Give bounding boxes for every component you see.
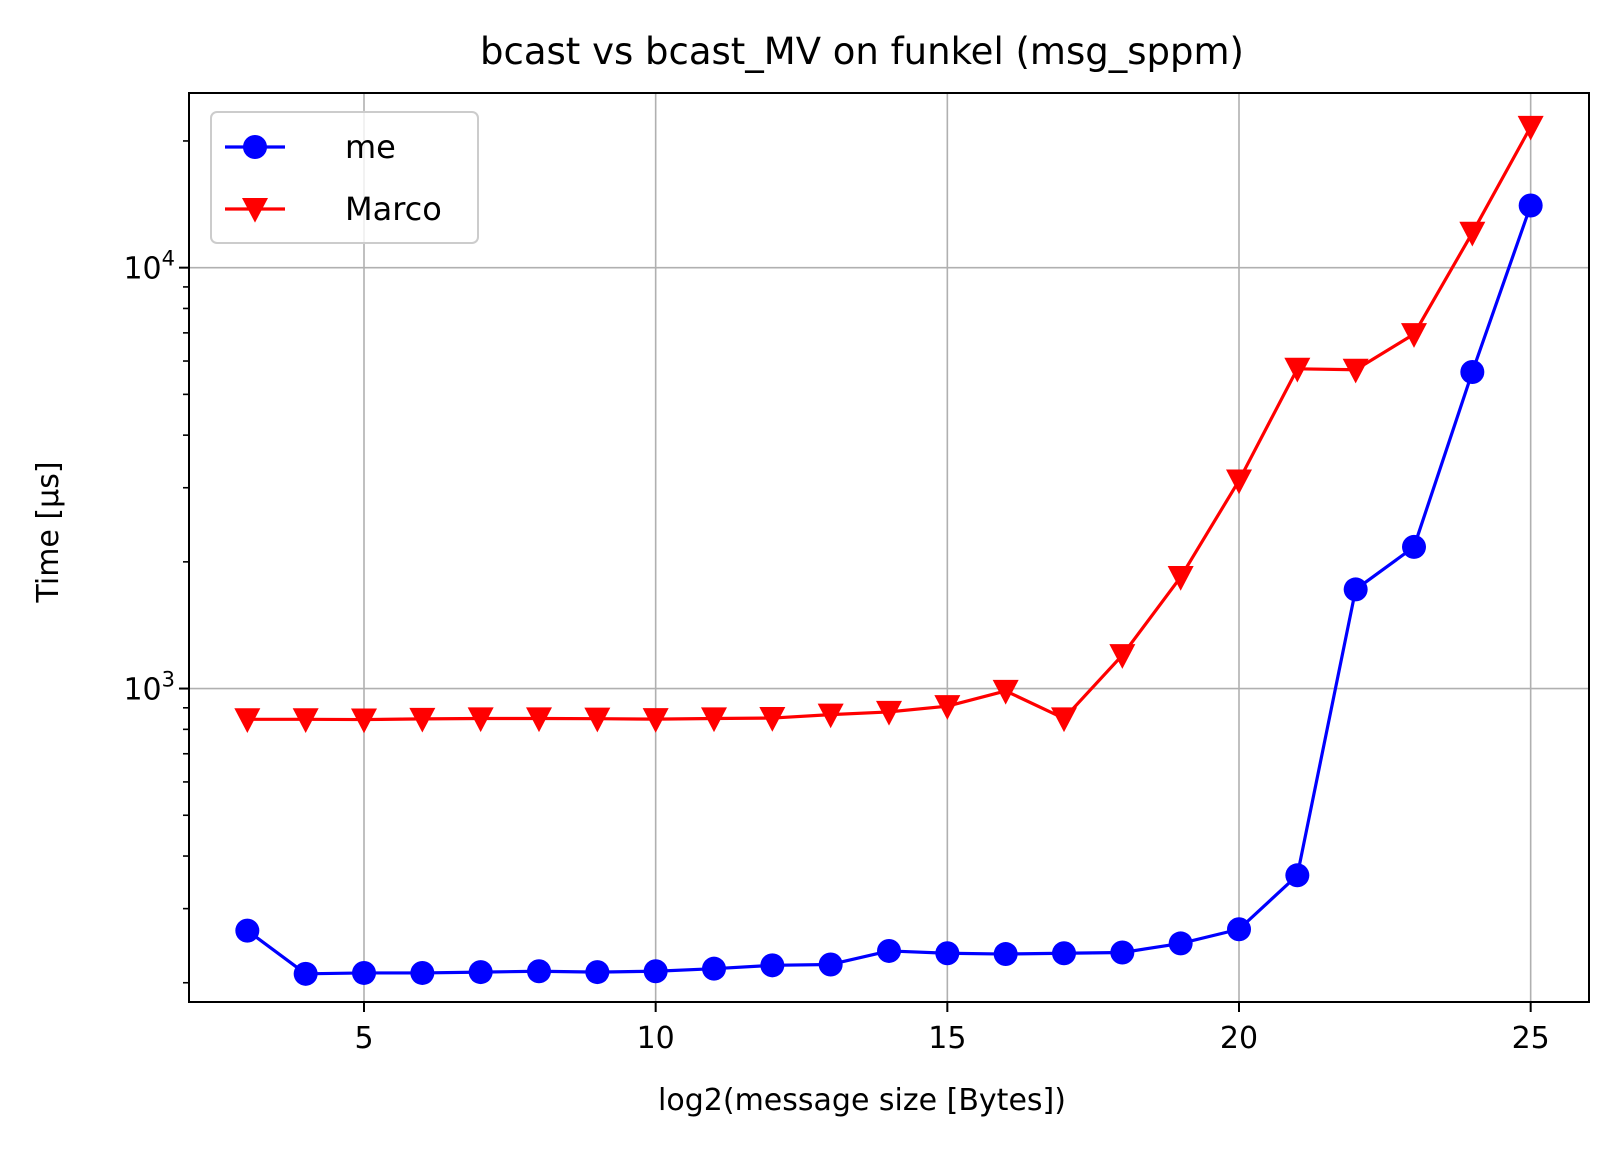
x-tick-label: 15 (928, 1021, 966, 1056)
x-tick-label: 5 (354, 1021, 373, 1056)
x-axis-label: log2(message size [Bytes]) (658, 1083, 1066, 1118)
series-marco (234, 115, 1544, 734)
y-tick-exponent: 3 (162, 668, 175, 692)
chart-title: bcast vs bcast_MV on funkel (msg_sppm) (480, 30, 1244, 73)
data-point (585, 960, 610, 985)
data-point (1284, 357, 1311, 383)
data-point (817, 703, 844, 729)
data-point (1342, 358, 1369, 384)
data-point (235, 918, 260, 943)
legend-entry: Marco (225, 190, 442, 228)
series-me (235, 193, 1543, 986)
data-point (352, 960, 376, 985)
legend-label: me (345, 128, 396, 166)
data-point (351, 708, 377, 734)
data-point (1167, 566, 1194, 591)
plot-frame (188, 92, 1590, 1003)
y-tick-exponent: 4 (162, 247, 175, 271)
data-point (527, 959, 551, 984)
plot-series (234, 115, 1544, 986)
data-point (1517, 115, 1544, 141)
data-point (1518, 193, 1543, 218)
data-point (410, 960, 435, 985)
grid (189, 93, 1589, 1002)
data-point (760, 953, 785, 978)
data-point (409, 707, 436, 733)
legend-label: Marco (345, 190, 442, 228)
data-point (877, 938, 901, 963)
legend-marker (242, 197, 268, 223)
data-point (1051, 707, 1077, 733)
data-point (292, 708, 319, 733)
data-point (1459, 221, 1486, 247)
data-point (935, 941, 960, 966)
x-tick-label: 10 (637, 1021, 675, 1056)
legend: me Marco (210, 111, 479, 244)
data-point (1227, 917, 1251, 942)
data-point (468, 960, 493, 985)
data-point (992, 679, 1019, 705)
data-point (701, 707, 727, 733)
data-point (702, 956, 726, 981)
data-point (234, 708, 261, 733)
y-tick-label: 103 (123, 668, 175, 708)
data-point (1401, 323, 1427, 348)
data-point (584, 707, 611, 733)
legend-marker (243, 135, 267, 159)
data-point (1460, 360, 1485, 385)
data-point (1402, 534, 1426, 559)
data-point (643, 959, 668, 984)
data-point (934, 695, 961, 720)
legend-entry: me (225, 128, 396, 166)
data-point (759, 706, 786, 732)
data-point (818, 952, 843, 977)
data-point (1052, 941, 1076, 966)
data-point (526, 707, 552, 733)
data-point (993, 942, 1018, 967)
y-tick-base: 10 (123, 252, 161, 287)
data-point (1110, 940, 1135, 965)
data-point (467, 707, 494, 733)
data-point (293, 961, 318, 986)
data-point (1285, 863, 1310, 888)
data-point (1168, 931, 1193, 956)
y-tick-base: 10 (123, 673, 161, 708)
x-tick-label: 25 (1512, 1021, 1550, 1056)
data-point (1226, 469, 1252, 495)
data-point (642, 708, 669, 733)
data-point (1109, 644, 1136, 669)
data-point (876, 700, 902, 726)
y-tick-label: 104 (123, 247, 175, 287)
data-point (1343, 577, 1368, 602)
y-axis-label: Time [µs] (31, 461, 66, 603)
x-tick-label: 20 (1220, 1021, 1258, 1056)
